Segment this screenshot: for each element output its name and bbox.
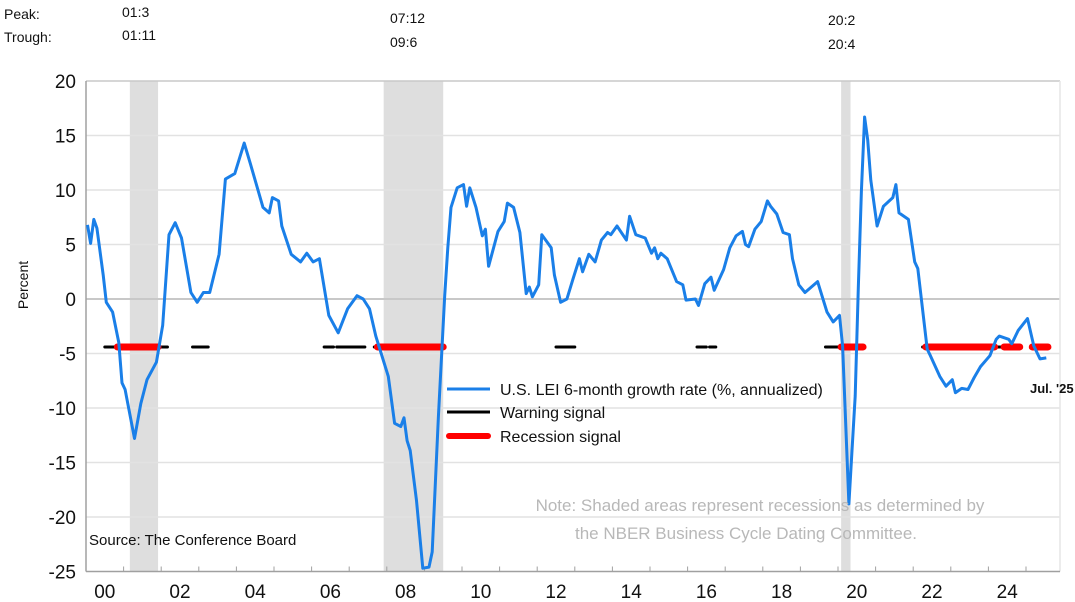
x-tick-label: 10 [470, 582, 491, 602]
trough-label: Trough: [4, 29, 52, 45]
legend-label-recession: Recession signal [500, 429, 621, 446]
recession-band [383, 81, 444, 572]
gridlines [86, 134, 1060, 518]
trough-date-1: 01:11 [122, 27, 156, 43]
axes: 20 15 10 5 0 -5 -10 -15 -20 -25 00 02 04 06 08 10 12 14 16… [49, 72, 1061, 602]
legend-label-lei: U.S. LEI 6-month growth rate (%, annuali… [500, 382, 823, 399]
x-tick-label: 12 [545, 582, 566, 602]
trough-date-3: 20:4 [828, 36, 855, 52]
x-tick-label: 14 [621, 582, 643, 602]
series-line-lei [86, 115, 1047, 570]
y-tick-label: -15 [49, 454, 76, 475]
source-note: Source: The Conference Board [89, 532, 296, 549]
x-tick-label: 16 [696, 582, 717, 602]
y-tick-label: -25 [49, 563, 76, 584]
legend-label-warning: Warning signal [500, 405, 605, 422]
x-tick-label: 20 [846, 582, 867, 602]
y-tick-label: 5 [65, 236, 76, 257]
trough-date-2: 09:6 [390, 34, 417, 50]
note-line-1: Note: Shaded areas represent recessions … [536, 496, 985, 515]
peak-date-1: 01:3 [122, 4, 149, 20]
labels: Peak: Trough: 01:3 01:11 07:12 09:6 20:2… [4, 4, 1074, 549]
peak-label: Peak: [4, 6, 40, 22]
note-line-2: the NBER Business Cycle Dating Committee… [575, 524, 917, 543]
peak-date-3: 20:2 [828, 12, 855, 28]
y-tick-label: 20 [55, 72, 76, 93]
x-tick-label: 22 [921, 582, 942, 602]
recession-band [129, 81, 159, 572]
peak-date-2: 07:12 [390, 10, 425, 26]
recession-band [841, 81, 851, 572]
x-tick-label: 18 [771, 582, 792, 602]
y-axis-label: Percent [15, 261, 31, 309]
y-tick-label: -20 [49, 508, 76, 529]
y-tick-label: -5 [59, 345, 76, 366]
y-tick-label: 10 [55, 181, 76, 202]
x-tick-label: 24 [997, 582, 1019, 602]
x-tick-label: 08 [395, 582, 416, 602]
y-tick-label: -10 [49, 399, 76, 420]
x-tick-label: 00 [94, 582, 115, 602]
x-tick-label: 06 [320, 582, 341, 602]
x-tick-label: 04 [245, 582, 267, 602]
y-tick-label: 15 [55, 127, 76, 148]
recession-shading [129, 81, 851, 572]
y-tick-label: 0 [65, 290, 76, 311]
x-tick-label: 02 [169, 582, 190, 602]
last-data-label: Jul. '25 [1030, 381, 1074, 396]
